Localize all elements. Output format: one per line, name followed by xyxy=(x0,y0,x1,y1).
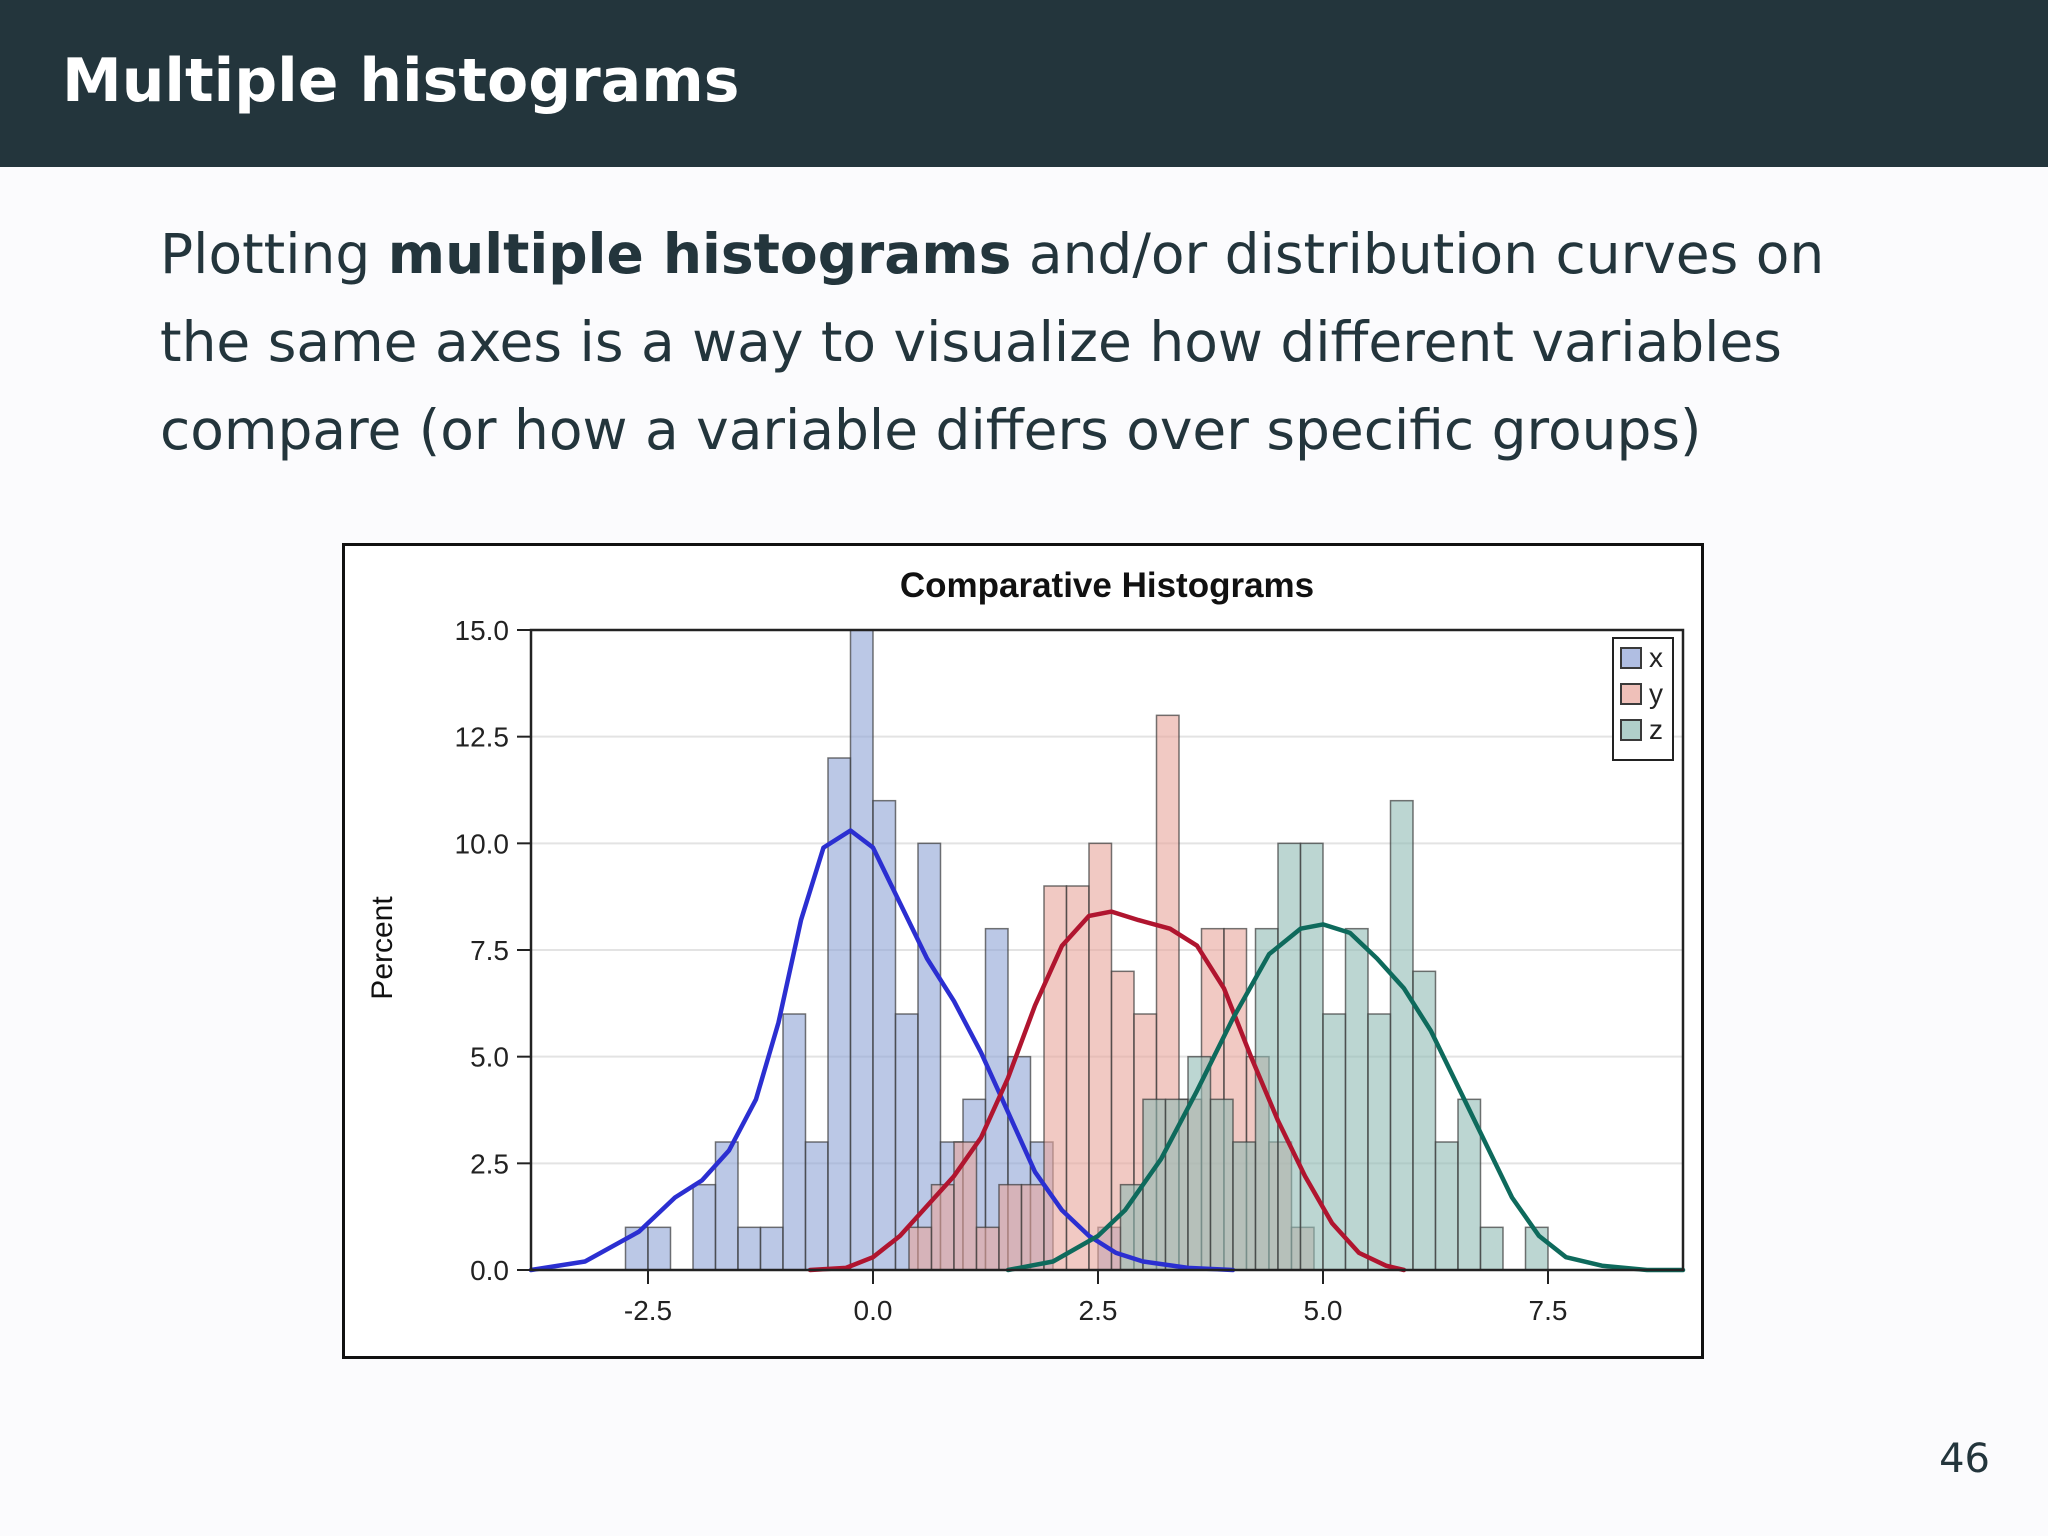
histogram-bar-z xyxy=(1142,1098,1167,1271)
histogram-bar-y xyxy=(998,1183,1023,1271)
density-curve-y xyxy=(807,909,1407,1273)
chart-title: Comparative Histograms xyxy=(900,566,1314,605)
histogram-bar-z xyxy=(1479,1226,1504,1271)
y-tick-label: 5.0 xyxy=(470,1042,509,1073)
density-curve-z xyxy=(1005,922,1686,1273)
chart-legend: xyz xyxy=(1612,637,1674,761)
histogram-bar-x xyxy=(692,1183,717,1271)
body-text-end: and/or distribution curves on the same a… xyxy=(160,222,1825,462)
histogram-bar-y xyxy=(1065,885,1090,1271)
chart-axes: 0.0 2.5 5.0 7.5 10.0 12.5 15.0 -2.5 0.0 2.5 5.0 7.5 xyxy=(455,615,1685,1326)
legend-label-y: y xyxy=(1649,678,1663,709)
density-curves xyxy=(528,828,1686,1273)
y-tick-label: 7.5 xyxy=(470,935,509,966)
histogram-bar-y xyxy=(1020,1183,1045,1271)
histogram-bar-y xyxy=(1088,842,1113,1271)
y-tick-label: 15.0 xyxy=(455,615,510,646)
histogram-bar-y xyxy=(908,1226,933,1271)
comparative-histogram-chart: Comparative Histograms Percent 0.0 2.5 5.0… xyxy=(342,543,1704,1359)
histogram-bar-z xyxy=(1232,1141,1257,1271)
slide-header: Multiple histograms xyxy=(0,0,2048,167)
histogram-bar-z xyxy=(1434,1141,1459,1271)
histogram-bar-x xyxy=(737,1226,762,1271)
histogram-bar-z xyxy=(1389,799,1414,1271)
histogram-bar-x xyxy=(849,629,874,1271)
histogram-bar-z xyxy=(1344,927,1369,1271)
x-tick-label: 5.0 xyxy=(1304,1295,1343,1326)
x-tick-label: -2.5 xyxy=(624,1295,672,1326)
histogram-bar-y xyxy=(975,1226,1000,1271)
histogram-bar-x xyxy=(804,1141,829,1271)
body-text-start: Plotting xyxy=(160,222,388,286)
histogram-bar-z xyxy=(1209,1098,1234,1271)
legend-label-z: z xyxy=(1649,714,1663,745)
page-number: 46 xyxy=(1939,1436,1990,1482)
histogram-bar-z xyxy=(1367,1013,1392,1271)
y-tick-label: 2.5 xyxy=(470,1148,509,1179)
x-tick-label: 7.5 xyxy=(1529,1295,1568,1326)
slide-title: Multiple histograms xyxy=(62,46,740,116)
histogram-bar-z xyxy=(1412,970,1437,1271)
histogram-bar-z xyxy=(1277,842,1302,1271)
body-text-bold: multiple histograms xyxy=(387,222,1012,286)
legend-swatch-x xyxy=(1620,647,1642,669)
y-tick-label: 0.0 xyxy=(470,1255,509,1286)
legend-swatch-z xyxy=(1620,719,1642,741)
y-tick-label: 12.5 xyxy=(455,722,510,753)
x-tick-label: 2.5 xyxy=(1079,1295,1118,1326)
legend-swatch-y xyxy=(1620,683,1642,705)
y-axis-label: Percent xyxy=(366,896,399,1000)
legend-label-x: x xyxy=(1649,642,1663,673)
slide-body-text: Plotting multiple histograms and/or dist… xyxy=(160,210,1920,474)
y-tick-label: 10.0 xyxy=(455,828,510,859)
x-tick-label: 0.0 xyxy=(854,1295,893,1326)
histogram-bar-x xyxy=(759,1226,784,1271)
histogram-bar-x xyxy=(647,1226,672,1271)
histogram-bar-x xyxy=(782,1013,807,1271)
